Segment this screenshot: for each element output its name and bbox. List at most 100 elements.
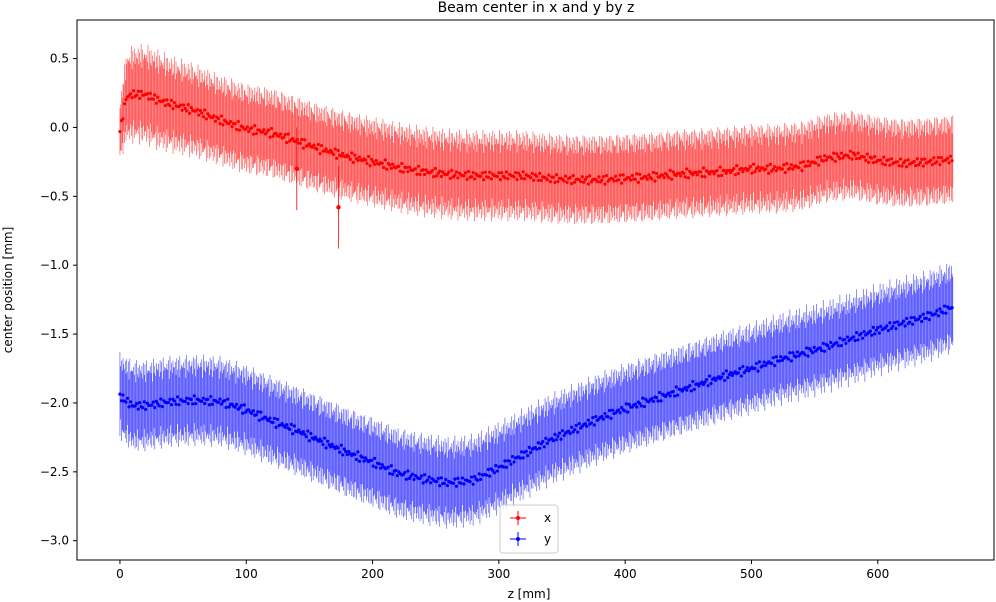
series-x-point (430, 169, 434, 173)
series-x-point (735, 164, 739, 168)
series-y-point (201, 396, 205, 400)
series-y-point (321, 442, 325, 447)
series-x-point (538, 171, 542, 175)
series-x-point (300, 137, 304, 142)
series-x-point (554, 173, 559, 177)
series-y-point (507, 459, 512, 463)
series-y-point (791, 351, 795, 355)
series-x-point (488, 170, 492, 174)
series-x-point (547, 173, 551, 177)
series-x-outlier-point (294, 166, 299, 171)
series-x-point (654, 171, 659, 175)
series-y-point (345, 452, 349, 457)
series-y-point (554, 438, 559, 442)
series-x-point (500, 171, 504, 175)
series-y-point (410, 472, 415, 476)
series-y-point (818, 346, 822, 350)
series-x-point (404, 165, 409, 170)
series-y-point (127, 405, 131, 409)
series-y-point (142, 400, 146, 404)
series-x-point (601, 174, 606, 179)
series-y-point (426, 478, 430, 482)
series-x-point (571, 174, 575, 178)
series-y-point (412, 477, 416, 482)
series-y-point (454, 484, 459, 488)
series-x-point (523, 177, 527, 181)
series-y-point (491, 468, 495, 473)
series-x-point (218, 122, 222, 126)
series-y-point (918, 314, 922, 318)
series-x-point (148, 91, 152, 95)
series-x-point (188, 111, 192, 115)
series-y-point (657, 390, 662, 395)
series-y-point (626, 410, 630, 414)
series-y-point (380, 463, 384, 467)
series-y-point (594, 414, 598, 419)
series-x-point (841, 156, 845, 160)
series-y-point (512, 460, 516, 464)
series-x-point (804, 164, 809, 168)
series-y-point (494, 463, 498, 468)
series-x-point (604, 174, 609, 178)
series-x-point (503, 176, 507, 180)
x-axis: 0 100 200 300 400 500 600 (116, 560, 889, 581)
series-y-point (942, 304, 947, 308)
series-y-point (186, 402, 190, 406)
series-x-point (172, 101, 177, 105)
series-x-point (563, 174, 568, 178)
series-x-point (771, 167, 775, 171)
series-y-point (642, 404, 646, 409)
y-tick-label: −0.5 (40, 189, 69, 203)
series-y-point (879, 324, 883, 328)
series-x-point (774, 169, 778, 173)
series-y-point (721, 372, 725, 376)
series-y-point (839, 344, 844, 348)
series-y-point (168, 397, 172, 401)
series-x-point (195, 107, 199, 112)
series-x-point (629, 178, 633, 182)
series-y-point (394, 468, 398, 473)
series-y-point (133, 404, 137, 408)
legend-marker-y-dot (516, 537, 520, 541)
series-y-point (761, 364, 765, 368)
series-x-point (122, 102, 127, 106)
series-y-point (842, 337, 847, 342)
series-y-point (570, 425, 574, 429)
series-y-point (667, 391, 671, 395)
series-x-point (471, 170, 475, 175)
series-x-point (847, 156, 851, 160)
series-x-point (603, 182, 607, 186)
series-x-point (945, 156, 950, 160)
series-x-point (135, 93, 139, 97)
series-y-point (762, 360, 766, 364)
series-y-point (160, 405, 164, 409)
series-x-point (421, 168, 425, 172)
series-x-point (233, 122, 237, 126)
series-x-point (450, 168, 454, 172)
series-x-point (818, 155, 822, 159)
series-x-point (286, 132, 290, 136)
series-y-point (342, 447, 346, 451)
series-y-point (917, 317, 921, 321)
series-x-point (617, 178, 621, 182)
series-y-point (609, 416, 613, 420)
series-y-point (144, 407, 148, 412)
series-y-point (471, 482, 475, 486)
series-y-point (406, 469, 410, 473)
series-x-point (838, 157, 842, 161)
series-y-point (789, 359, 794, 363)
series-y-point (224, 405, 228, 410)
series-y-point (403, 470, 407, 475)
series-y-point (703, 380, 707, 384)
series-x-point (682, 171, 686, 175)
series-x-point (489, 177, 493, 181)
series-x-point (800, 169, 804, 173)
series-y-point (192, 394, 196, 398)
series-y-point (756, 369, 760, 373)
series-y-point (633, 402, 637, 406)
series-y-point (254, 413, 258, 417)
series-x-point (660, 173, 665, 177)
series-y-point (700, 380, 704, 384)
series-x-point (695, 173, 700, 177)
